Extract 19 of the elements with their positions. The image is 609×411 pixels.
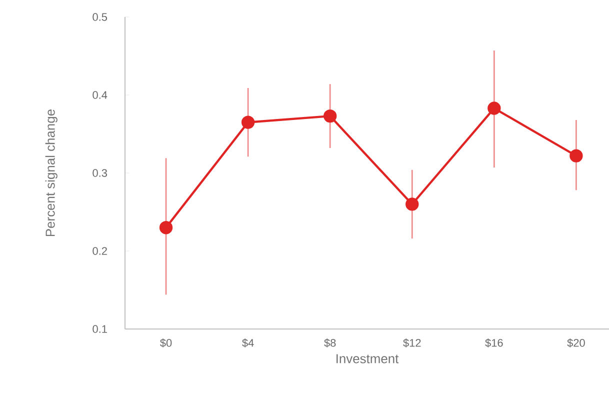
- y-tick-label: 0.4: [92, 91, 108, 99]
- x-tick-label: $20: [567, 338, 585, 348]
- point: [241, 116, 255, 129]
- x-tick-label: $16: [485, 338, 503, 348]
- y-tick-label: 0.1: [92, 325, 107, 333]
- y-tick-label: 0.3: [92, 169, 107, 177]
- point: [323, 109, 337, 123]
- y-tick-label: 0.2: [92, 247, 107, 255]
- x-tick-label: $8: [324, 338, 336, 348]
- x-axis-title: Investment: [336, 354, 399, 364]
- x-tick-label: $0: [160, 338, 172, 348]
- x-tick-label: $4: [242, 338, 254, 348]
- point: [159, 221, 173, 234]
- y-tick-label: 0.5: [92, 13, 108, 21]
- point: [406, 198, 419, 211]
- y-axis-title: Percent signal change: [45, 110, 58, 236]
- x-tick-label: $12: [403, 338, 421, 348]
- point: [570, 149, 583, 162]
- point: [488, 102, 501, 115]
